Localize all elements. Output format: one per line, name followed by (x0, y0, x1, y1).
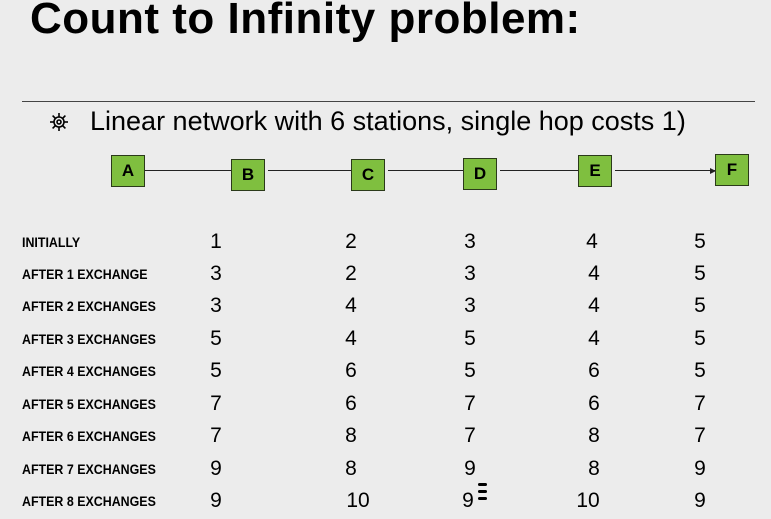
table-cell: 7 (210, 424, 222, 447)
table-cell: 5 (464, 327, 476, 350)
row-label: AFTER 2 EXCHANGES (22, 299, 156, 314)
table-cell: 6 (345, 359, 357, 382)
table-cell: 4 (345, 327, 357, 350)
table-cell: 9 (694, 489, 706, 512)
table-cell: 8 (588, 424, 600, 447)
table-cell: 3 (464, 230, 476, 253)
table-cell: 4 (588, 294, 600, 317)
row-label: AFTER 7 EXCHANGES (22, 462, 156, 477)
gear-bullet-icon (50, 113, 68, 131)
table-cell: 9 (462, 489, 474, 512)
link-d-e (500, 170, 578, 171)
table-cell: 7 (464, 424, 476, 447)
table-cell: 2 (345, 262, 357, 285)
table-cell: 4 (345, 294, 357, 317)
table-cell: 6 (588, 359, 600, 382)
node-f: F (715, 154, 749, 186)
table-cell: 10 (576, 489, 600, 512)
row-label: AFTER 3 EXCHANGES (22, 332, 156, 347)
table-cell: 9 (210, 457, 222, 480)
ellipsis-marker (478, 483, 487, 500)
table-cell: 3 (464, 294, 476, 317)
table-cell: 8 (588, 457, 600, 480)
row-label: AFTER 5 EXCHANGES (22, 397, 156, 412)
table-cell: 7 (694, 424, 706, 447)
table-cell: 8 (345, 457, 357, 480)
table-cell: 2 (345, 230, 357, 253)
table-cell: 3 (210, 262, 222, 285)
row-label: AFTER 6 EXCHANGES (22, 429, 156, 444)
node-e: E (578, 155, 612, 187)
slide-title: Count to Infinity problem: (30, 0, 581, 43)
link-b-c (268, 170, 351, 171)
table-cell: 8 (345, 424, 357, 447)
node-d: D (463, 158, 497, 190)
table-cell: 5 (210, 327, 222, 350)
table-cell: 7 (464, 392, 476, 415)
link-c-d (388, 170, 463, 171)
table-cell: 5 (210, 359, 222, 382)
arrowhead-f (710, 168, 716, 174)
table-cell: 6 (588, 392, 600, 415)
node-b: B (231, 159, 265, 191)
table-cell: 3 (210, 294, 222, 317)
table-cell: 1 (210, 230, 222, 253)
table-cell: 5 (694, 230, 706, 253)
table-cell: 5 (694, 294, 706, 317)
table-cell: 6 (345, 392, 357, 415)
link-a-b (145, 170, 231, 171)
table-cell: 4 (588, 327, 600, 350)
table-cell: 5 (694, 359, 706, 382)
table-cell: 5 (694, 262, 706, 285)
node-a: A (111, 155, 145, 187)
row-label: AFTER 8 EXCHANGES (22, 494, 156, 509)
node-c: C (351, 159, 385, 191)
table-cell: 10 (346, 489, 370, 512)
row-label: INITIALLY (22, 235, 81, 250)
table-cell: 9 (210, 489, 222, 512)
link-e-f (615, 170, 715, 171)
table-cell: 9 (464, 457, 476, 480)
table-cell: 9 (694, 457, 706, 480)
table-cell: 7 (210, 392, 222, 415)
table-cell: 4 (588, 262, 600, 285)
row-label: AFTER 1 EXCHANGE (22, 267, 148, 282)
table-cell: 3 (464, 262, 476, 285)
row-label: AFTER 4 EXCHANGES (22, 364, 156, 379)
table-cell: 5 (464, 359, 476, 382)
table-cell: 5 (694, 327, 706, 350)
title-divider (22, 101, 755, 102)
bullet-text: Linear network with 6 stations, single h… (90, 106, 686, 136)
table-cell: 7 (694, 392, 706, 415)
table-cell: 4 (586, 230, 598, 253)
